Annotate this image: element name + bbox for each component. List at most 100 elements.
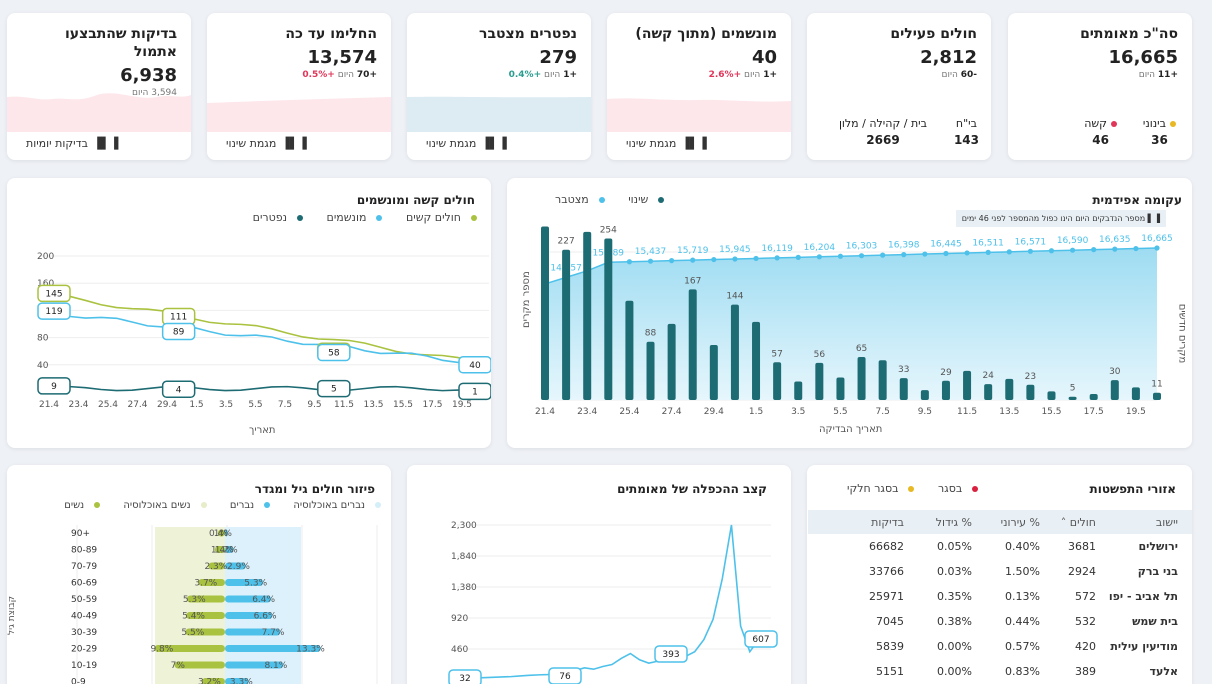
kpi-title: החלימו עד כה bbox=[285, 26, 377, 42]
chart-title: עקומה אפידמית bbox=[1092, 193, 1182, 207]
cell-growth: 0.05% bbox=[937, 540, 972, 553]
y-tick: 460 bbox=[451, 645, 468, 655]
kpi-value: 16,665 bbox=[1108, 47, 1178, 68]
col-sick[interactable]: חולים ˄ bbox=[1060, 515, 1096, 529]
cell-pct: 0.40% bbox=[1005, 540, 1040, 553]
cell-sick: 420 bbox=[1075, 640, 1096, 653]
death-label: 1 bbox=[472, 387, 478, 397]
cumulative-point bbox=[1112, 246, 1118, 252]
table-row[interactable]: בית שמש 532 0.44% 0.38% 7045 bbox=[808, 609, 1192, 634]
table-row[interactable]: תל אביב - יפו 572 0.13% 0.35% 25971 bbox=[808, 584, 1192, 609]
deaths-line bbox=[38, 385, 490, 392]
table-row[interactable]: מודיעין עילית 420 0.57% 0.00% 5839 bbox=[808, 634, 1192, 659]
trend-wave bbox=[207, 97, 391, 132]
women-label: 7% bbox=[171, 661, 186, 671]
women-bar bbox=[174, 661, 225, 669]
women-label: 9.8% bbox=[150, 645, 173, 655]
trend-link[interactable]: ▐▌▐מגמת שינוי bbox=[626, 137, 707, 150]
cumulative-point bbox=[837, 253, 844, 259]
severe-label: 111 bbox=[170, 313, 187, 323]
x-tick: 19.5 bbox=[452, 400, 472, 410]
cell-city: מודיעין עילית bbox=[1110, 640, 1178, 653]
kpi-title: חולים פעילים bbox=[890, 26, 977, 42]
trend-link[interactable]: ▐▌▐מגמת שינוי bbox=[226, 137, 307, 150]
cumulative-point bbox=[922, 251, 928, 257]
men-label: 2.9% bbox=[227, 562, 250, 572]
x-tick: 1.5 bbox=[189, 400, 203, 410]
col-pct-city[interactable]: % עירוני bbox=[1000, 515, 1040, 529]
chart-legend[interactable]: נברים באוכלוסיה נברים נשים באוכלוסיה נשי… bbox=[44, 500, 381, 511]
table-row[interactable]: ירושלים 3681 0.40% 0.05% 66682 bbox=[808, 534, 1192, 559]
bar-label: 254 bbox=[600, 225, 617, 235]
severity-severe: קשה 46 bbox=[1084, 117, 1117, 147]
bar bbox=[752, 321, 761, 400]
cell-sick: 389 bbox=[1075, 665, 1096, 678]
death-label: 4 bbox=[176, 385, 182, 395]
x-tick: 3.5 bbox=[219, 400, 233, 410]
bar bbox=[583, 231, 592, 400]
cumulative-point bbox=[1154, 245, 1160, 251]
cell-growth: 0.00% bbox=[937, 640, 972, 653]
men-bar bbox=[225, 661, 284, 669]
men-label: 0.4% bbox=[209, 529, 232, 539]
x-tick: 11.5 bbox=[957, 407, 977, 417]
women-label: 3.7% bbox=[194, 579, 217, 589]
age-group: 80-89 bbox=[71, 546, 97, 556]
kpi-sub: 3,594 היום bbox=[132, 88, 177, 98]
kpi-tests: בדיקות שהתבצעו אתמול 6,938 3,594 היום ▐▌… bbox=[7, 13, 191, 160]
cumulative-label: 15,719 bbox=[677, 246, 709, 256]
trend-wave bbox=[407, 96, 591, 132]
bar bbox=[941, 380, 950, 400]
daily-tests-link[interactable]: ▐▌▐בדיקות יומיות bbox=[26, 137, 119, 150]
kpi-title: בדיקות שהתבצעו אתמול bbox=[64, 26, 177, 60]
vent-label: 89 bbox=[173, 327, 185, 337]
bar bbox=[1089, 394, 1098, 400]
bar bbox=[1068, 396, 1077, 400]
legend-change: שינוי bbox=[618, 193, 665, 206]
kpi-confirmed: סה"כ מאומתים 16,665 +11 היום בינוני 36 קש… bbox=[1008, 13, 1192, 160]
age-group: 10-19 bbox=[71, 661, 97, 671]
x-tick: 5.5 bbox=[248, 400, 262, 410]
kpi-value: 2,812 bbox=[920, 47, 977, 68]
bar bbox=[541, 226, 549, 400]
cumulative-area bbox=[545, 248, 1157, 400]
x-tick: 17.5 bbox=[1084, 407, 1104, 417]
severity-mild: בינוני 36 bbox=[1143, 117, 1176, 147]
death-label: 9 bbox=[51, 382, 57, 392]
cell-sick: 2924 bbox=[1068, 565, 1096, 578]
women-bar bbox=[186, 595, 225, 603]
table-row[interactable]: בני ברק 2924 1.50% 0.03% 33766 bbox=[808, 559, 1192, 584]
cell-tests: 66682 bbox=[869, 540, 904, 553]
cumulative-label: 15,945 bbox=[719, 245, 751, 255]
x-tick: 17.5 bbox=[422, 400, 442, 410]
kpi-ventilated: מונשמים (מתוך קשה) 40 +1 היום +2.6% ▐▌▐מ… bbox=[607, 13, 791, 160]
bar bbox=[963, 370, 972, 400]
men-label: 1.2% bbox=[215, 546, 238, 556]
col-city[interactable]: יישוב bbox=[1155, 515, 1178, 529]
severe-label: 145 bbox=[45, 289, 62, 299]
bar-label: 56 bbox=[814, 350, 826, 360]
trend-link[interactable]: ▐▌▐מגמת שינוי bbox=[426, 137, 507, 150]
death-label-box bbox=[458, 382, 491, 401]
chart-legend[interactable]: חולים קשים מונשמים נפטרים bbox=[233, 211, 477, 224]
bar-label: 23 bbox=[1025, 372, 1036, 382]
cumulative-point bbox=[711, 256, 717, 263]
cell-pct: 0.83% bbox=[1005, 665, 1040, 678]
bar bbox=[794, 381, 803, 400]
bar bbox=[1005, 378, 1014, 400]
women-bar bbox=[201, 678, 225, 684]
col-tests[interactable]: בדיקות bbox=[871, 515, 904, 529]
cumulative-label: 16,665 bbox=[1141, 234, 1173, 244]
women-label: 2.3% bbox=[204, 562, 227, 572]
col-growth[interactable]: % גידול bbox=[935, 515, 972, 529]
cumulative-point bbox=[1048, 248, 1055, 254]
y-tick: 920 bbox=[451, 614, 468, 624]
chart-legend[interactable]: שינוי מצטבר bbox=[535, 193, 665, 206]
age-group: 70-79 bbox=[71, 562, 97, 572]
doubling-label-box bbox=[548, 667, 582, 684]
cell-pct: 1.50% bbox=[1005, 565, 1040, 578]
bar bbox=[920, 390, 929, 400]
table-legend[interactable]: בסגר בסגר חלקי bbox=[827, 482, 979, 495]
table-row[interactable]: אלעד 389 0.83% 0.00% 5151 bbox=[808, 659, 1192, 684]
areas-table: יישוב חולים ˄ % עירוני % גידול בדיקות יר… bbox=[808, 510, 1192, 684]
